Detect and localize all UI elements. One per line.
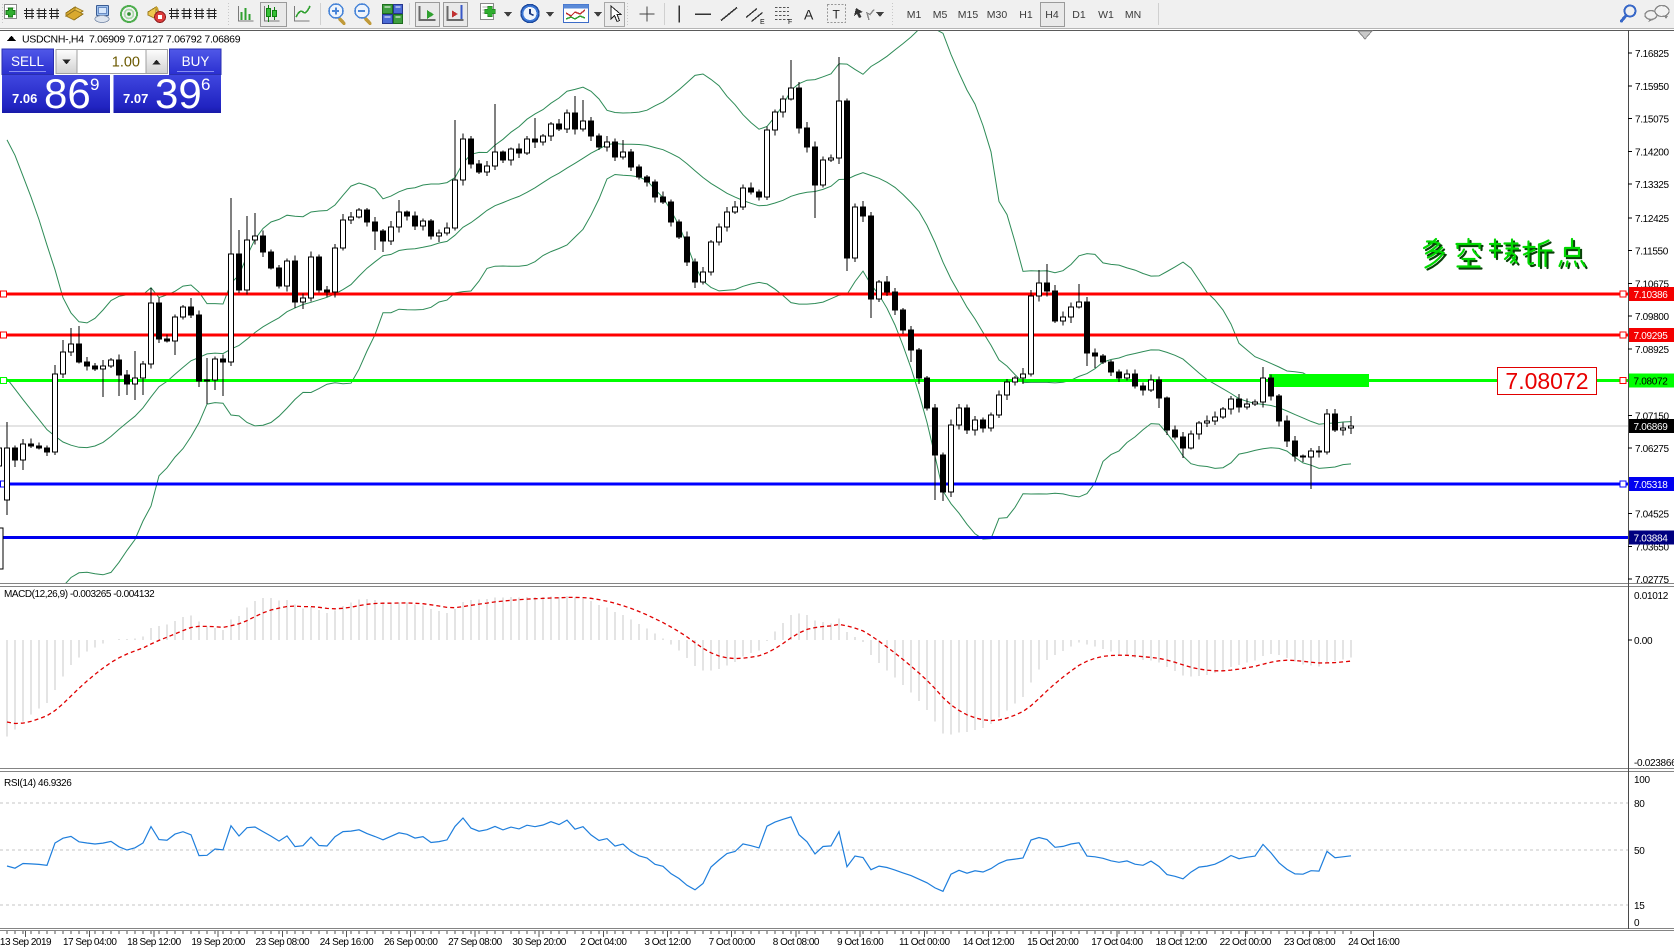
svg-text:M15: M15: [958, 9, 979, 21]
svg-text:7.10675: 7.10675: [1635, 279, 1669, 290]
svg-text:11 Oct 00:00: 11 Oct 00:00: [899, 937, 950, 948]
svg-text:T: T: [833, 8, 841, 22]
svg-text:9: 9: [90, 75, 99, 94]
svg-text:15: 15: [1634, 901, 1645, 912]
svg-text:2 Oct 04:00: 2 Oct 04:00: [580, 937, 627, 948]
svg-text:14 Oct 12:00: 14 Oct 12:00: [963, 937, 1015, 948]
svg-text:7.03650: 7.03650: [1635, 542, 1669, 553]
svg-text:M30: M30: [987, 9, 1008, 21]
svg-text:M5: M5: [933, 9, 948, 21]
svg-text:7.06275: 7.06275: [1635, 444, 1669, 455]
svg-text:SELL: SELL: [11, 54, 45, 69]
svg-text:86: 86: [44, 70, 91, 117]
svg-text:7.06: 7.06: [12, 91, 37, 106]
svg-text:100: 100: [1634, 775, 1651, 786]
svg-text:H1: H1: [1019, 9, 1033, 21]
svg-text:7.07150: 7.07150: [1635, 411, 1669, 422]
svg-text:15 Oct 20:00: 15 Oct 20:00: [1027, 937, 1079, 948]
svg-text:7.02775: 7.02775: [1635, 575, 1669, 586]
svg-text:7.08925: 7.08925: [1635, 345, 1669, 356]
svg-text:23 Oct 08:00: 23 Oct 08:00: [1284, 937, 1336, 948]
svg-text:1.00: 1.00: [112, 55, 140, 71]
svg-text:7.05318: 7.05318: [1634, 480, 1669, 491]
svg-text:USDCNH-,H4 7.06909 7.07127 7.: USDCNH-,H4 7.06909 7.07127 7.06792 7.068…: [22, 34, 241, 46]
svg-text:7 Oct 00:00: 7 Oct 00:00: [709, 937, 756, 948]
svg-text:27 Sep 08:00: 27 Sep 08:00: [448, 937, 502, 948]
svg-text:7.07: 7.07: [123, 91, 148, 106]
svg-text:8 Oct 08:00: 8 Oct 08:00: [773, 937, 820, 948]
svg-text:7.12425: 7.12425: [1635, 214, 1669, 225]
svg-text:39: 39: [155, 70, 202, 117]
svg-text:7.09295: 7.09295: [1634, 331, 1669, 342]
svg-text:7.03884: 7.03884: [1634, 534, 1669, 545]
svg-text:0.01012: 0.01012: [1634, 591, 1669, 602]
svg-text:7.15950: 7.15950: [1635, 82, 1669, 93]
svg-text:F: F: [788, 19, 792, 26]
svg-text:24 Oct 16:00: 24 Oct 16:00: [1348, 937, 1400, 948]
svg-text:24 Sep 16:00: 24 Sep 16:00: [320, 937, 374, 948]
svg-text:13 Sep 2019: 13 Sep 2019: [0, 937, 52, 948]
svg-text:17 Oct 04:00: 17 Oct 04:00: [1091, 937, 1143, 948]
svg-text:7.10386: 7.10386: [1634, 290, 1669, 301]
svg-text:0: 0: [1634, 918, 1640, 929]
svg-text:19 Sep 20:00: 19 Sep 20:00: [191, 937, 245, 948]
svg-text:30 Sep 20:00: 30 Sep 20:00: [512, 937, 566, 948]
svg-text:7.08072: 7.08072: [1634, 377, 1669, 388]
svg-text:0.00: 0.00: [1634, 636, 1653, 647]
svg-text:BUY: BUY: [182, 54, 210, 69]
svg-text:18 Oct 12:00: 18 Oct 12:00: [1155, 937, 1207, 948]
svg-text:A: A: [804, 7, 814, 23]
svg-text:7.08072: 7.08072: [1505, 368, 1588, 394]
svg-text:22 Oct 00:00: 22 Oct 00:00: [1220, 937, 1272, 948]
svg-text:7.06869: 7.06869: [1634, 422, 1669, 433]
svg-text:MACD(12,26,9) -0.003265 -0.004: MACD(12,26,9) -0.003265 -0.004132: [4, 589, 155, 600]
svg-text:E: E: [760, 19, 765, 26]
svg-text:7.13325: 7.13325: [1635, 180, 1669, 191]
svg-text:7.11550: 7.11550: [1635, 247, 1669, 258]
svg-text:18 Sep 12:00: 18 Sep 12:00: [127, 937, 181, 948]
svg-text:17 Sep 04:00: 17 Sep 04:00: [63, 937, 117, 948]
svg-text:W1: W1: [1098, 9, 1114, 21]
svg-text:7.16825: 7.16825: [1635, 49, 1669, 60]
svg-text:26 Sep 00:00: 26 Sep 00:00: [384, 937, 438, 948]
svg-text:9 Oct 16:00: 9 Oct 16:00: [837, 937, 884, 948]
svg-text:80: 80: [1634, 799, 1645, 810]
svg-text:7.15075: 7.15075: [1635, 115, 1669, 126]
svg-text:RSI(14) 46.9326: RSI(14) 46.9326: [4, 778, 72, 789]
svg-text:D1: D1: [1072, 9, 1086, 21]
svg-text:7.09800: 7.09800: [1635, 312, 1669, 323]
svg-text:6: 6: [201, 75, 210, 94]
svg-text:H4: H4: [1045, 9, 1059, 21]
svg-text:23 Sep 08:00: 23 Sep 08:00: [256, 937, 310, 948]
svg-text:-0.023866: -0.023866: [1634, 758, 1674, 769]
svg-text:MN: MN: [1125, 9, 1141, 21]
svg-text:3 Oct 12:00: 3 Oct 12:00: [644, 937, 691, 948]
svg-text:7.14200: 7.14200: [1635, 147, 1669, 158]
svg-text:M1: M1: [907, 9, 922, 21]
svg-text:50: 50: [1634, 846, 1645, 857]
svg-text:7.04525: 7.04525: [1635, 510, 1669, 521]
